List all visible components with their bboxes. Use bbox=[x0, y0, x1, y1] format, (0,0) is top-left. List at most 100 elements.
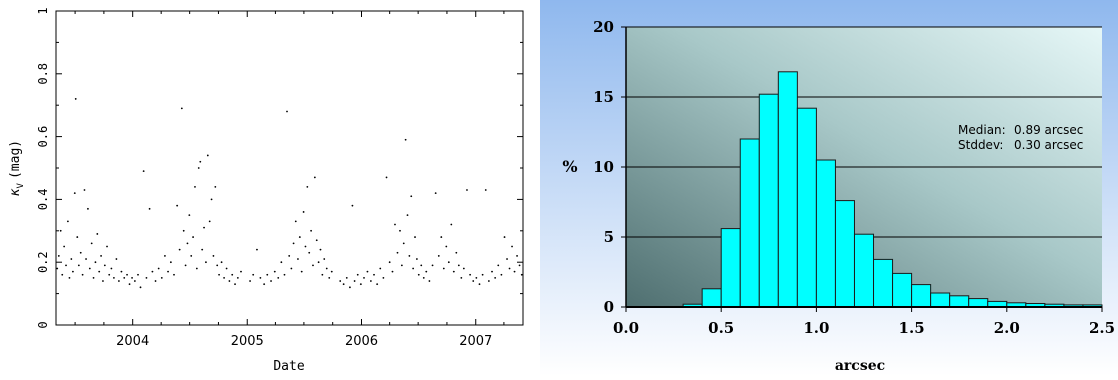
scatter-point bbox=[440, 236, 443, 238]
histogram-bar bbox=[930, 292, 951, 308]
scatter-point bbox=[70, 258, 73, 260]
y-axis-label: κV (mag) bbox=[8, 140, 26, 196]
scatter-point bbox=[428, 280, 431, 282]
histogram-bar bbox=[834, 200, 855, 308]
scatter-point bbox=[108, 273, 111, 276]
scatter-point bbox=[455, 251, 458, 254]
scatter-chart: 2004 2005 2006 2007 0 0.2 0.4 0.6 0.8 1 Date κV (… bbox=[0, 0, 540, 376]
scatter-point bbox=[277, 277, 280, 279]
histogram-bar bbox=[968, 298, 989, 308]
scatter-point bbox=[266, 273, 269, 276]
scatter-point bbox=[315, 239, 318, 242]
scatter-point bbox=[313, 176, 316, 179]
scatter-point bbox=[304, 245, 307, 248]
histogram-x-tick-label: 2.0 bbox=[994, 319, 1020, 337]
scatter-point bbox=[410, 195, 413, 198]
scatter-point bbox=[417, 273, 420, 276]
scatter-point bbox=[56, 267, 59, 270]
x-tick-label: 2005 bbox=[231, 334, 264, 349]
scatter-point bbox=[328, 277, 331, 279]
scatter-point bbox=[154, 280, 157, 282]
x-axis-label: Date bbox=[273, 359, 304, 374]
histogram-bar bbox=[701, 288, 722, 308]
scatter-point bbox=[472, 280, 475, 282]
histogram-bar bbox=[892, 272, 913, 308]
scatter-point bbox=[128, 283, 131, 286]
scatter-point bbox=[203, 226, 205, 229]
scatter-point bbox=[312, 264, 314, 267]
y-tick-label: 0.2 bbox=[36, 251, 50, 273]
scatter-point bbox=[96, 233, 99, 235]
scatter-point bbox=[59, 229, 62, 232]
scatter-point bbox=[249, 280, 251, 282]
scatter-point bbox=[283, 273, 286, 276]
scatter-point bbox=[66, 220, 69, 223]
scatter-point bbox=[321, 273, 324, 276]
scatter-point bbox=[513, 270, 516, 273]
y-axis-ticks: 0 0.2 0.4 0.6 0.8 1 bbox=[36, 7, 523, 329]
scatter-point bbox=[450, 223, 453, 226]
scatter-point bbox=[131, 277, 133, 279]
scatter-point bbox=[190, 255, 193, 257]
scatter-point bbox=[214, 185, 217, 188]
scatter-point bbox=[487, 280, 490, 282]
scatter-point bbox=[306, 185, 309, 188]
scatter-point bbox=[442, 267, 445, 270]
scatter-point bbox=[308, 251, 311, 254]
scatter-point bbox=[388, 261, 391, 264]
scatter-point bbox=[236, 277, 239, 279]
scatter-point bbox=[317, 261, 320, 264]
scatter-point bbox=[434, 192, 437, 195]
scatter-point bbox=[137, 273, 139, 276]
scatter-point bbox=[212, 255, 215, 257]
scatter-point bbox=[385, 176, 388, 179]
y-axis-label-unit: (mag) bbox=[8, 140, 23, 179]
scatter-point bbox=[394, 223, 396, 226]
scatter-point bbox=[195, 267, 198, 270]
scatter-point bbox=[220, 261, 223, 264]
scatter-point bbox=[228, 280, 231, 282]
scatter-point bbox=[402, 242, 405, 245]
scatter-point bbox=[76, 236, 79, 238]
scatter-point bbox=[225, 267, 228, 270]
scatter-point bbox=[74, 98, 77, 100]
scatter-points bbox=[56, 98, 523, 289]
scatter-point bbox=[120, 270, 123, 273]
scatter-point bbox=[478, 283, 481, 286]
scatter-point bbox=[273, 270, 276, 273]
scatter-point bbox=[206, 154, 209, 157]
scatter-point bbox=[406, 214, 409, 217]
y-tick-label: 0.8 bbox=[36, 63, 50, 85]
scatter-point bbox=[223, 277, 225, 279]
scatter-point bbox=[460, 277, 463, 279]
scatter-point bbox=[339, 280, 342, 282]
histogram-bars bbox=[682, 71, 1103, 308]
histogram-chart-svg: 0.0 0.5 1.0 1.5 2.0 2.5 0 5 10 15 20 % arcsec Med… bbox=[540, 0, 1118, 376]
scatter-point bbox=[349, 286, 351, 289]
median-value: 0.89 arcsec bbox=[1014, 123, 1083, 137]
scatter-point bbox=[484, 189, 487, 191]
scatter-point bbox=[100, 255, 102, 257]
scatter-point bbox=[259, 277, 262, 279]
scatter-point bbox=[252, 273, 255, 276]
scatter-point bbox=[497, 264, 500, 267]
scatter-point bbox=[399, 229, 401, 232]
histogram-chart: 0.0 0.5 1.0 1.5 2.0 2.5 0 5 10 15 20 % arcsec Med… bbox=[540, 0, 1118, 376]
scatter-point bbox=[57, 255, 60, 257]
scatter-point bbox=[256, 248, 258, 251]
x-tick-label: 2007 bbox=[459, 334, 492, 349]
x-axis-ticks: 2004 2005 2006 2007 bbox=[74, 11, 505, 349]
scatter-point bbox=[169, 261, 172, 264]
scatter-point bbox=[199, 160, 202, 163]
scatter-point bbox=[447, 261, 450, 264]
histogram-bar bbox=[911, 284, 932, 308]
scatter-point bbox=[142, 170, 145, 173]
scatter-point bbox=[518, 264, 521, 267]
histogram-bar bbox=[739, 138, 760, 308]
histogram-bar bbox=[949, 295, 970, 308]
scatter-point bbox=[310, 229, 312, 232]
histogram-y-ticks: 0 5 10 15 20 bbox=[593, 18, 626, 316]
scatter-point bbox=[164, 255, 166, 257]
histogram-y-tick-label: 5 bbox=[604, 228, 614, 246]
scatter-point bbox=[85, 258, 87, 260]
